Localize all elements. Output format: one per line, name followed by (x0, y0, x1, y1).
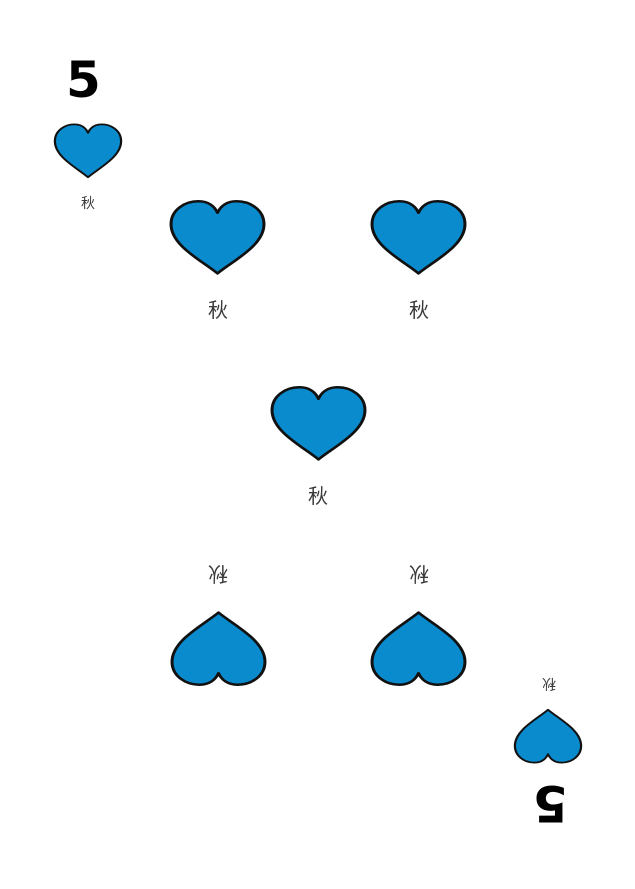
pip-label: 秋 (208, 562, 228, 586)
pip-label: 秋 (208, 298, 228, 322)
corner-label-bottom: 秋 (542, 675, 556, 691)
corner-rank-bottom: 5 (533, 774, 568, 832)
pip-label: 秋 (409, 562, 429, 586)
corner-label-top: 秋 (81, 196, 95, 212)
pip-label: 秋 (409, 298, 429, 322)
pip-label: 秋 (308, 484, 328, 508)
pip-heart-icon (268, 384, 369, 466)
pip-heart-icon (368, 606, 469, 688)
corner-heart-icon-top (52, 122, 124, 182)
pip-heart-icon (368, 198, 469, 280)
corner-heart-icon-bottom (512, 705, 584, 765)
corner-rank-top: 5 (66, 51, 101, 109)
pip-heart-icon (167, 198, 268, 280)
pip-heart-icon (168, 606, 269, 688)
